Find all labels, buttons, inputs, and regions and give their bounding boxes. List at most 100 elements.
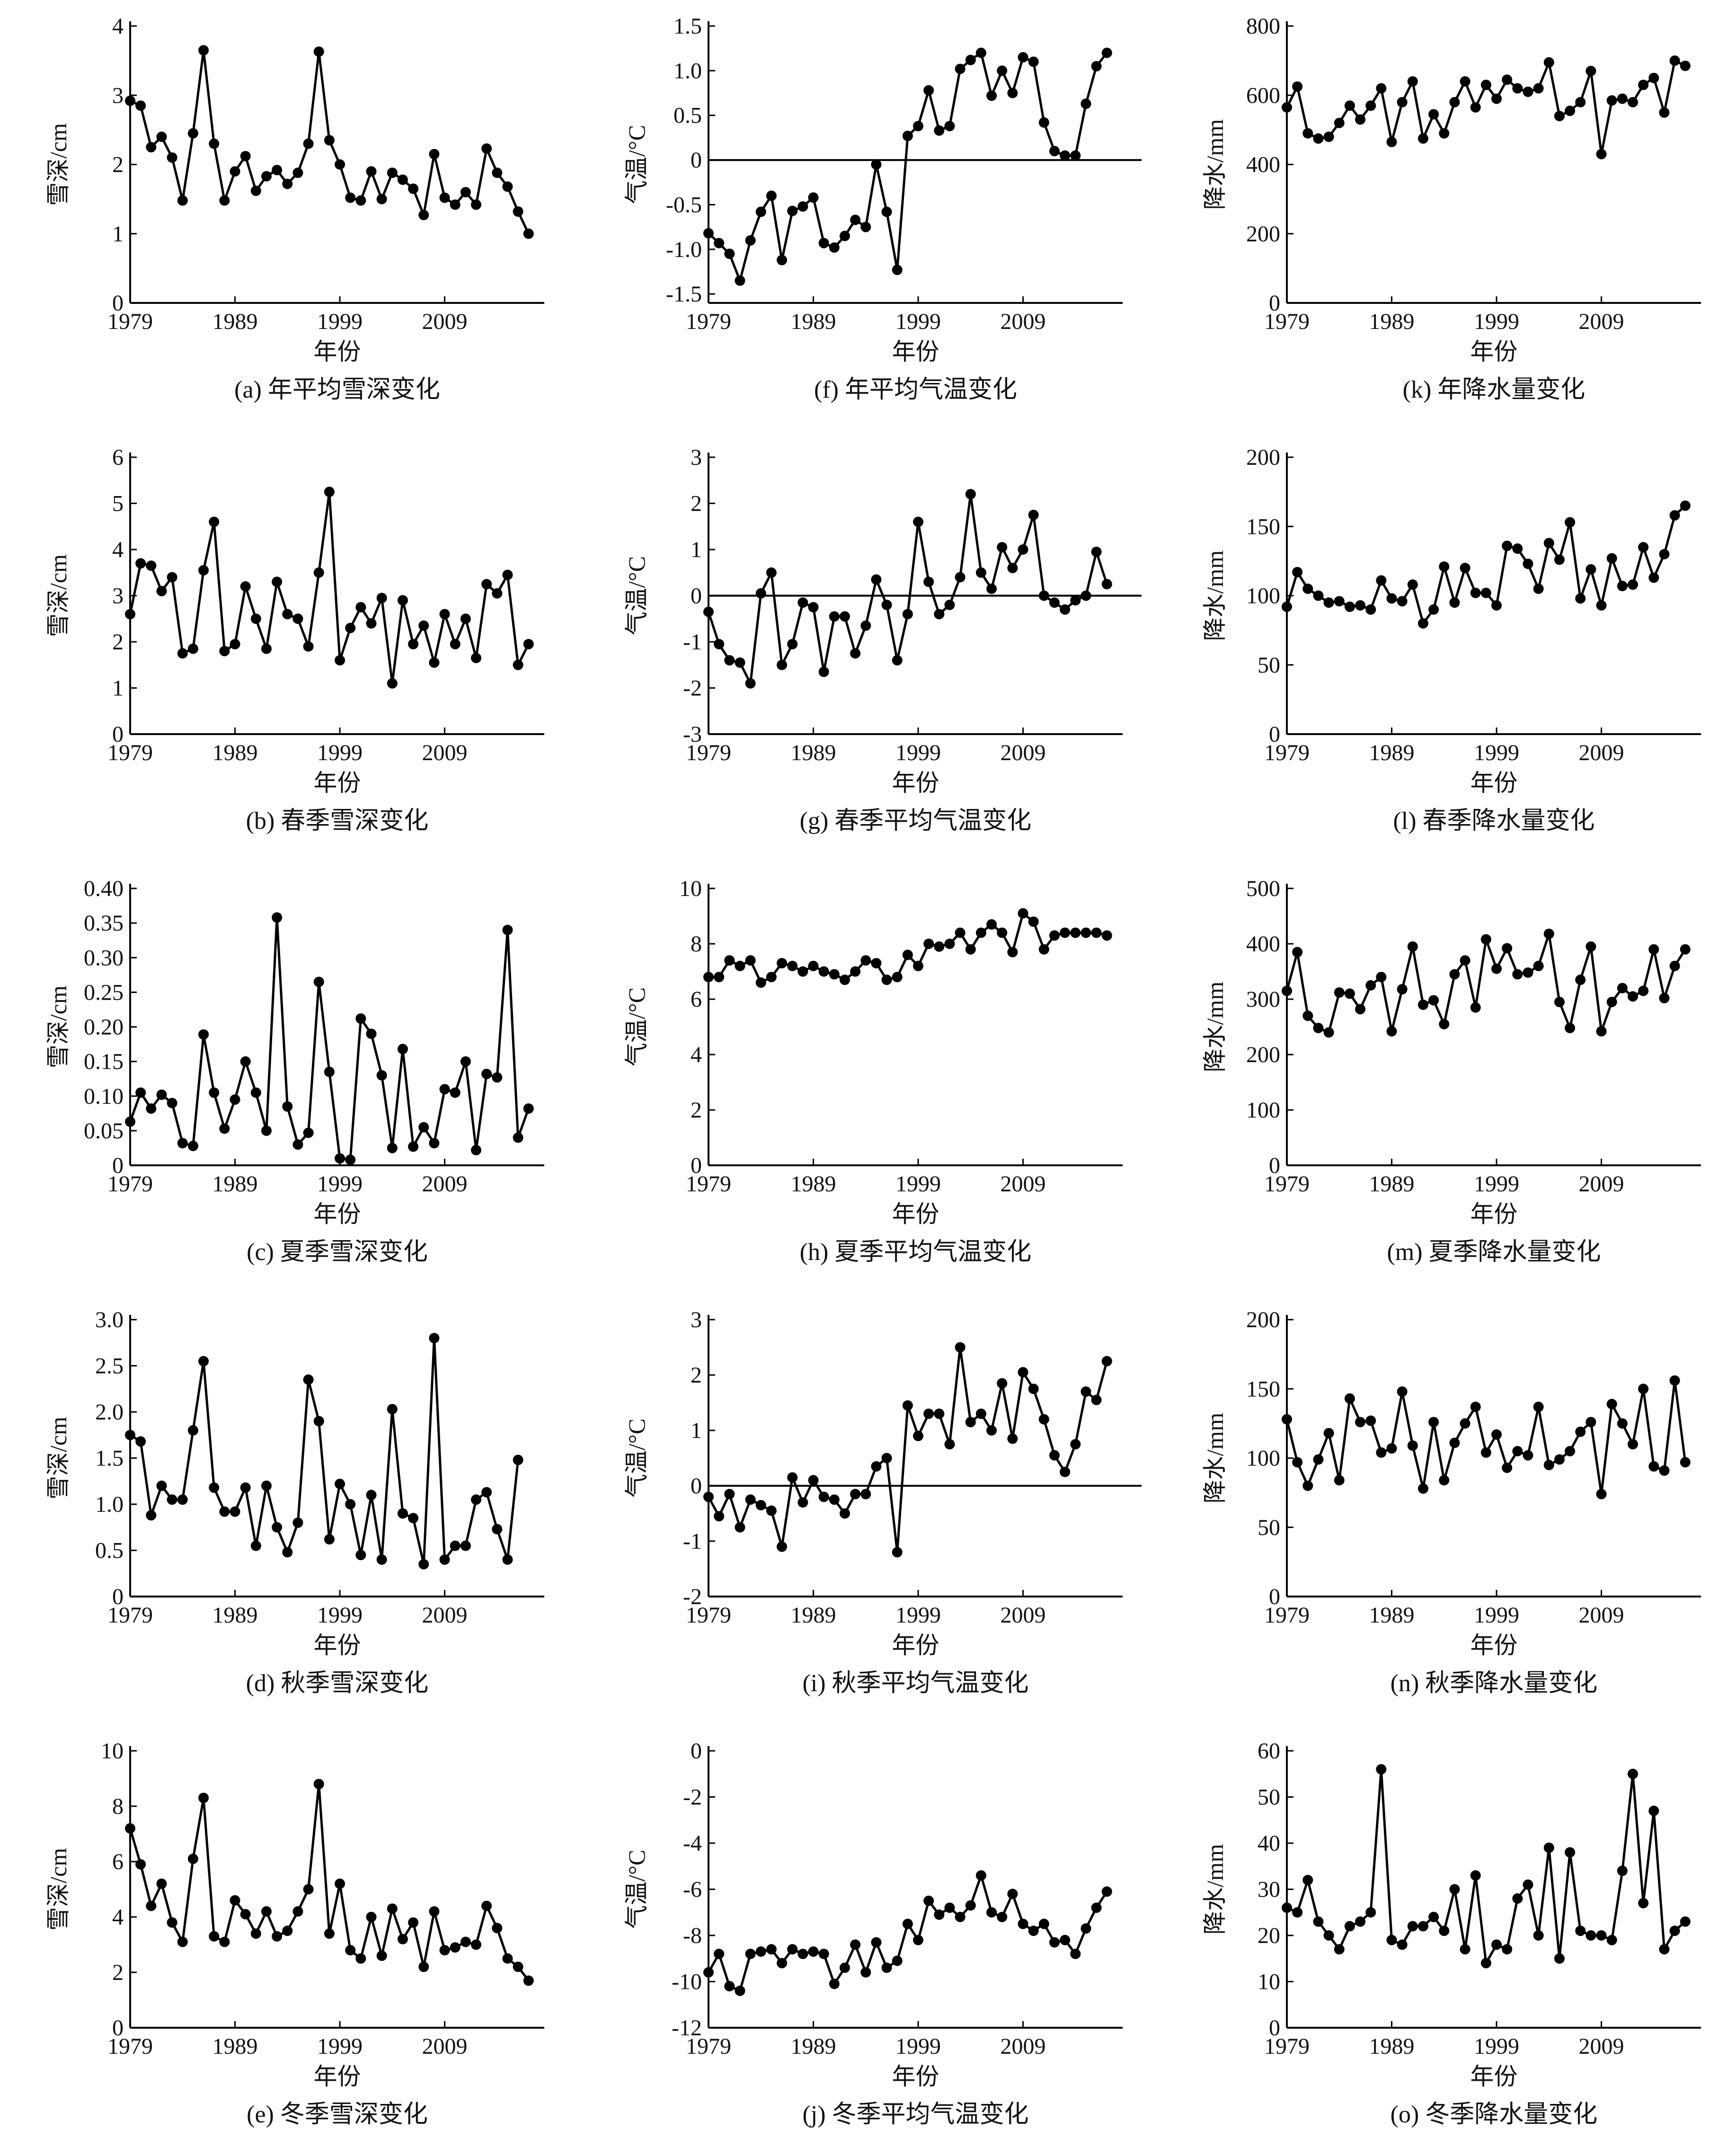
data-point (481, 1900, 492, 1911)
data-point (429, 657, 440, 668)
data-point (261, 1906, 272, 1917)
y-tick-label: 0 (691, 584, 702, 609)
data-point (1502, 1944, 1513, 1955)
data-point (777, 1958, 788, 1969)
data-point (187, 1425, 198, 1436)
data-point (735, 275, 745, 286)
data-point (787, 1472, 798, 1483)
data-point (1376, 1764, 1387, 1774)
data-point (724, 1981, 735, 1992)
data-point (965, 54, 976, 65)
data-point (1575, 975, 1586, 985)
data-point (923, 1895, 934, 1906)
x-tick-label: 2009 (422, 1171, 468, 1197)
data-point (1397, 596, 1408, 607)
data-point (1101, 1356, 1112, 1366)
chart-svg-o: 0 10 20 30 40 50 60 1979 1989 1999 2009 年份 降水/mm (o) … (1202, 1739, 1701, 2128)
data-point (429, 1333, 440, 1343)
data-point (1648, 1461, 1659, 1472)
data-point (272, 1931, 283, 1942)
data-point (1523, 967, 1533, 978)
data-point (1376, 972, 1387, 983)
data-point (975, 1870, 986, 1881)
data-point (1512, 83, 1523, 94)
y-tick-label: 6 (112, 445, 124, 470)
data-point (1376, 1447, 1387, 1458)
data-point (1628, 991, 1639, 1002)
data-point (986, 583, 997, 594)
data-point (1659, 549, 1670, 559)
data-point (1323, 1027, 1334, 1038)
data-point (1376, 83, 1387, 94)
y-tick-label: 2 (691, 1363, 702, 1388)
data-point (177, 1494, 188, 1505)
data-point (902, 1400, 913, 1411)
data-point (1543, 928, 1554, 939)
x-tick-label: 2009 (1001, 309, 1046, 334)
data-point (1628, 579, 1639, 590)
data-point (1460, 1944, 1470, 1955)
data-point (1028, 509, 1039, 520)
data-point (955, 1342, 965, 1353)
data-point (418, 1559, 429, 1570)
data-point (881, 206, 892, 217)
data-point (724, 955, 735, 966)
chart-panel-g: -3 -2 -1 0 1 2 3 1979 1989 1999 2009 年份 气温/°C (g) 春季平… (578, 431, 1157, 862)
x-tick-label: 1999 (1474, 309, 1519, 334)
x-tick-label: 1979 (1264, 1171, 1310, 1197)
y-tick-label: 4 (112, 14, 124, 39)
y-axis-title: 降水/mm (1202, 119, 1228, 210)
data-point (125, 1116, 135, 1127)
x-axis-title: 年份 (892, 1632, 939, 1659)
x-tick-label: 1999 (895, 1171, 941, 1197)
x-tick-label: 2009 (1579, 309, 1624, 334)
data-point (1282, 1902, 1292, 1913)
data-point (1512, 1893, 1523, 1904)
data-point (1091, 546, 1102, 557)
data-point (1355, 1004, 1366, 1015)
y-tick-label: 2 (112, 630, 124, 655)
x-tick-label: 1979 (1264, 740, 1310, 765)
y-axis-title: 气温/°C (623, 987, 650, 1066)
data-point (986, 1907, 997, 1918)
data-point (177, 1936, 188, 1947)
data-point (408, 639, 419, 649)
data-point (450, 1942, 461, 1953)
data-point (745, 1949, 756, 1959)
data-point (724, 248, 735, 259)
data-point (787, 1944, 798, 1955)
data-point (1323, 1428, 1334, 1438)
x-axis-title: 年份 (892, 770, 939, 796)
x-tick-label: 1989 (1369, 2034, 1415, 2059)
x-tick-label: 1989 (213, 309, 258, 334)
y-tick-label: 3 (112, 584, 124, 609)
data-point (230, 166, 240, 177)
data-point (839, 1962, 850, 1973)
data-point (335, 1153, 345, 1164)
data-point (125, 1429, 135, 1440)
data-point (839, 231, 850, 241)
data-point (1523, 559, 1533, 569)
data-point (913, 1934, 924, 1945)
data-point (1344, 988, 1355, 999)
y-tick-label: -6 (683, 1877, 702, 1902)
data-point (965, 1417, 976, 1428)
data-point (1554, 554, 1565, 565)
data-point (1669, 55, 1680, 66)
x-tick-label: 2009 (1579, 2034, 1624, 2059)
data-point (1575, 1925, 1586, 1936)
x-tick-label: 1979 (1264, 2034, 1310, 2059)
data-point (975, 47, 986, 58)
y-tick-label: 20 (1258, 1923, 1280, 1948)
data-point (965, 489, 976, 499)
data-point (387, 678, 398, 689)
data-point (261, 1481, 272, 1491)
data-point (1628, 1439, 1639, 1450)
data-point (376, 1070, 387, 1081)
data-point (703, 228, 714, 239)
x-tick-label: 2009 (1001, 1171, 1046, 1197)
data-point (1585, 564, 1596, 575)
x-tick-label: 1989 (1369, 1603, 1415, 1628)
y-tick-label: 0 (1269, 2015, 1280, 2041)
data-point (1491, 1939, 1502, 1950)
